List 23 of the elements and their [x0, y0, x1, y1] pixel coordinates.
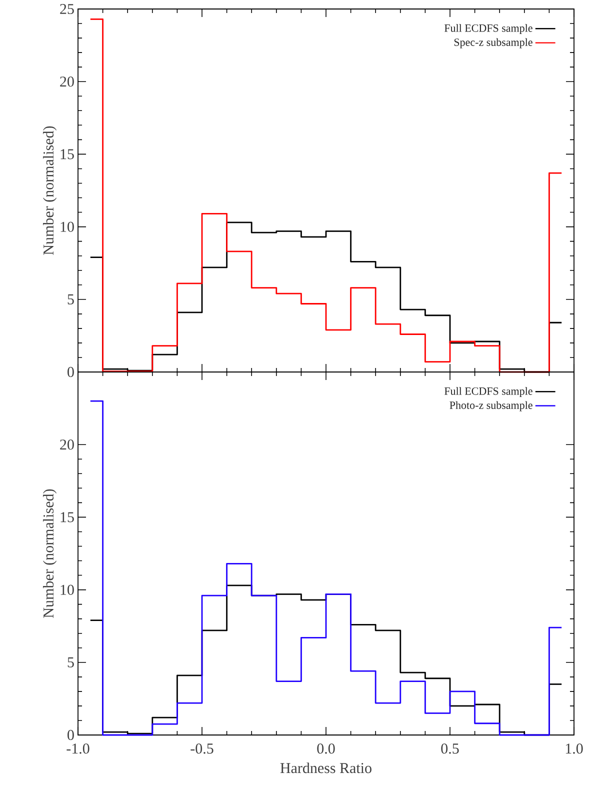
legend-label: Full ECDFS sample [444, 387, 532, 398]
y-tick-label: 15 [60, 149, 74, 160]
y-tick-label: 10 [60, 222, 74, 232]
y-tick-label: 0 [68, 730, 74, 740]
legend-label: Spec-z subsample [454, 38, 532, 48]
x-tick-label: -1.0 [66, 744, 90, 754]
y-tick-label: 15 [60, 512, 74, 522]
y-tick-label: 20 [60, 440, 74, 450]
y-tick-label: 20 [60, 76, 74, 87]
y-tick-label: 10 [60, 584, 74, 595]
x-tick-label: 0.0 [317, 744, 335, 754]
x-tick-label: 0.5 [441, 744, 459, 754]
x-tick-label: 1.0 [566, 744, 583, 754]
y-tick-label: 5 [68, 657, 74, 668]
x-tick-label: -0.5 [190, 744, 214, 754]
y-axis-title: Number (normalised) [43, 126, 57, 255]
y-tick-label: 0 [68, 366, 74, 378]
y-tick-label: 25 [60, 4, 74, 14]
legend-label: Full ECDFS sample [444, 24, 532, 34]
y-axis-title: Number (normalised) [43, 489, 57, 618]
y-tick-label: 5 [68, 294, 74, 304]
x-axis-title: Hardness Ratio [280, 762, 372, 774]
legend-label: Photo-z subsample [450, 401, 532, 412]
